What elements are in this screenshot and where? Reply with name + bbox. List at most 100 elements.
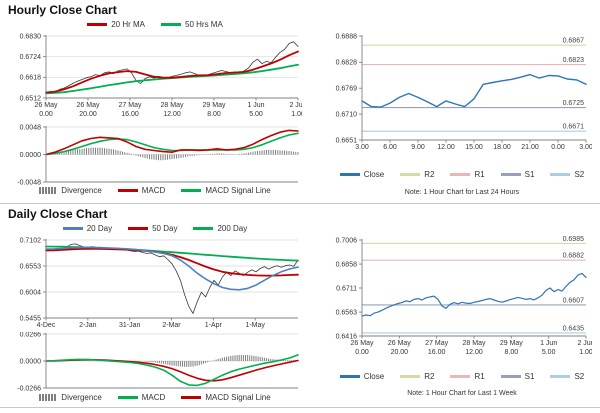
x-tick-label: 27 May [425, 340, 448, 347]
r2-swatch [400, 173, 421, 176]
x-tick-label: 15.00 [465, 144, 483, 151]
macd-swatch [117, 189, 138, 192]
close-line [361, 73, 587, 108]
legend-item-close: Close [339, 372, 384, 381]
legend-label: Divergence [61, 186, 102, 195]
r1-swatch [450, 173, 471, 176]
x-tick-label: 26 May [35, 102, 58, 109]
hourly-macd-chart: 0.0048 0.0000 -0.0048 [17, 124, 299, 186]
r2-swatch [400, 375, 421, 378]
macd-line [45, 129, 299, 156]
legend-item-20-hr-ma: 20 Hr MA [87, 20, 145, 29]
legend-label: S1 [524, 372, 535, 381]
x-tick-label: 1-May [245, 322, 265, 329]
legend-label: R2 [424, 372, 435, 381]
x-tick-label: 0.00 [39, 111, 53, 118]
legend-label: 50 Day [152, 224, 178, 233]
x-tick-label: 12.00 [437, 144, 455, 151]
level-label-r2: 0.6867 [563, 38, 585, 45]
close-line [45, 41, 299, 94]
x-tick-label: 3.00 [579, 144, 592, 151]
level-label-s2: 0.6435 [563, 325, 585, 332]
divergence-swatch [39, 187, 58, 194]
hourly-support-resistance-chart: 0.6867 0.6823 0.6725 0.6671 0.6888 0.6828 0.67… [336, 33, 592, 151]
legend-item-close: Close [339, 170, 385, 179]
hourly-chart-title: Hourly Close Chart [8, 3, 117, 17]
legend-label: 50 Hrs MA [185, 20, 223, 29]
y-tick-label: 0.0000 [20, 152, 42, 159]
hourly-sr-legend: Close R2 R1 S1 S2 [332, 170, 592, 179]
legend-item-s2: S2 [550, 170, 584, 179]
close-line [361, 272, 587, 317]
hourly-macd-legend: Divergence MACD MACD Signal Line [8, 186, 302, 195]
y-tick-label: 0.5455 [20, 315, 42, 322]
y-tick-label: 0.0000 [20, 358, 42, 365]
y-tick-label: 0.6888 [336, 33, 358, 40]
y-tick-label: 0.6416 [336, 333, 358, 340]
level-label-s2: 0.6671 [563, 124, 585, 131]
y-tick-label: 0.6710 [336, 112, 358, 119]
x-tick-label: 2-Mar [162, 322, 181, 329]
x-tick-label: 27 May [119, 102, 142, 109]
legend-label: 200 Day [217, 224, 248, 233]
legend-label: MACD [141, 393, 166, 402]
legend-item-r2: R2 [400, 372, 434, 381]
x-tick-label: 18.00 [493, 144, 511, 151]
50-hrs-ma-swatch [161, 23, 181, 26]
50-day-line [45, 247, 299, 277]
divergence-swatch [39, 394, 58, 401]
y-tick-label: 0.6618 [20, 75, 42, 82]
y-tick-label: 0.6828 [336, 60, 358, 67]
macd-line [45, 354, 299, 387]
legend-label: S2 [574, 170, 585, 179]
x-tick-label: 12.00 [163, 111, 181, 118]
daily-macd-chart: 0.0266 0.0000 -0.0266 [17, 332, 299, 392]
20-day-swatch [62, 227, 83, 230]
section-divider [0, 203, 600, 204]
divergence-bars [45, 354, 299, 367]
y-tick-label: 0.6651 [336, 137, 358, 144]
x-tick-label: 1 Jun [540, 340, 557, 347]
legend-item-macd: MACD [117, 186, 165, 195]
legend-item-macd-signal-line: MACD Signal Line [181, 393, 271, 402]
x-tick-label: 1.00 [579, 349, 592, 356]
legend-item-divergence: Divergence [39, 393, 102, 402]
level-label-s1: 0.6725 [563, 100, 585, 107]
bottom-border [0, 407, 600, 408]
legend-label: 20 Hr MA [111, 20, 145, 29]
divergence-bars [45, 147, 299, 161]
y-tick-label: 0.7102 [20, 237, 42, 244]
legend-item-20-day: 20 Day [62, 224, 113, 233]
y-tick-label: 0.0048 [20, 124, 42, 131]
x-tick-label: 16.00 [121, 111, 139, 118]
x-tick-label: 0.00 [551, 144, 565, 151]
y-tick-label: 0.6769 [336, 86, 358, 93]
legend-item-s1: S1 [500, 372, 535, 381]
close-swatch [339, 173, 360, 176]
x-tick-label: 28 May [161, 102, 184, 109]
legend-label: 20 Day [86, 224, 113, 233]
macd-signal-line-line [45, 132, 299, 156]
legend-item-macd: MACD [117, 393, 166, 402]
x-tick-label: 5.00 [542, 349, 556, 356]
level-label-r2: 0.6985 [563, 236, 585, 243]
legend-item-50-hrs-ma: 50 Hrs MA [161, 20, 223, 29]
x-tick-label: 26 May [388, 340, 411, 347]
y-tick-label: 0.6711 [336, 285, 357, 292]
x-tick-label: 4-Dec [37, 322, 56, 329]
x-tick-label: 21.00 [521, 144, 539, 151]
legend-item-s2: S2 [550, 372, 584, 381]
legend-item-r1: R1 [450, 170, 485, 179]
x-tick-label: 2-Jan [79, 322, 97, 329]
x-tick-label: 28 May [463, 340, 486, 347]
50-day-swatch [128, 227, 149, 230]
x-tick-label: 20.00 [391, 349, 409, 356]
legend-label: R2 [424, 170, 435, 179]
s1-swatch [500, 173, 521, 176]
y-tick-label: 0.6512 [20, 95, 42, 102]
daily-macd-legend: Divergence MACD MACD Signal Line [8, 393, 302, 402]
legend-label: Close [363, 170, 385, 179]
y-tick-label: 0.6553 [20, 263, 42, 270]
legend-label: Divergence [61, 393, 102, 402]
